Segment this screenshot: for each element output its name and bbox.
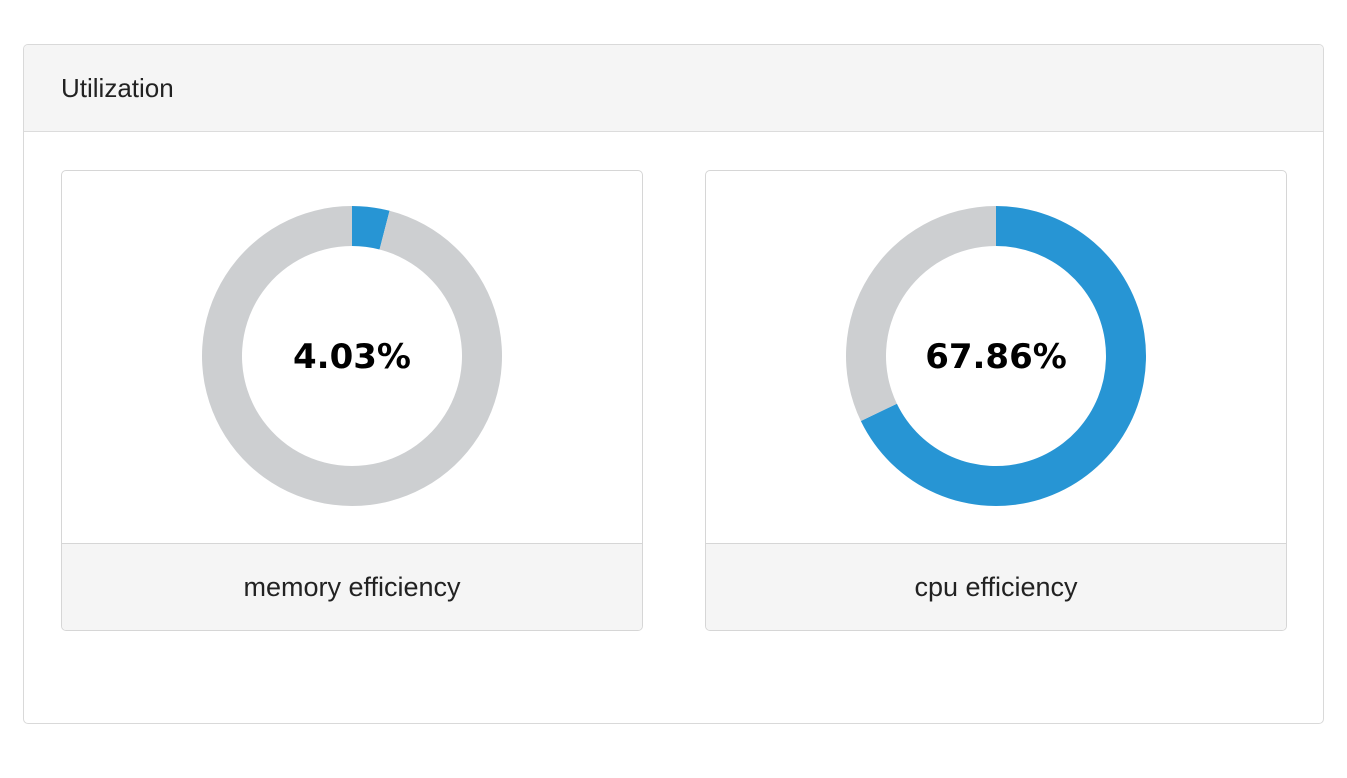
utilization-panel: Utilization 4.03% memory efficiency 67.8… <box>23 44 1324 724</box>
panel-title: Utilization <box>61 72 174 103</box>
memory-chart-area: 4.03% <box>62 171 642 544</box>
cpu-efficiency-donut: 67.86% <box>846 206 1146 507</box>
memory-efficiency-label: memory efficiency <box>243 571 461 602</box>
panel-header: Utilization <box>24 45 1323 132</box>
donut-slice-used <box>352 206 390 250</box>
cpu-chart-area: 67.86% <box>706 171 1286 544</box>
donut-center-value: 67.86% <box>925 337 1067 377</box>
memory-card-footer: memory efficiency <box>62 544 642 630</box>
donut-center-value: 4.03% <box>293 337 411 377</box>
donut-slice-remaining <box>846 206 996 422</box>
memory-efficiency-donut: 4.03% <box>201 206 502 507</box>
cpu-efficiency-card: 67.86% cpu efficiency <box>705 170 1287 631</box>
cpu-efficiency-label: cpu efficiency <box>914 571 1078 602</box>
cpu-card-footer: cpu efficiency <box>706 544 1286 630</box>
memory-efficiency-card: 4.03% memory efficiency <box>61 170 643 631</box>
